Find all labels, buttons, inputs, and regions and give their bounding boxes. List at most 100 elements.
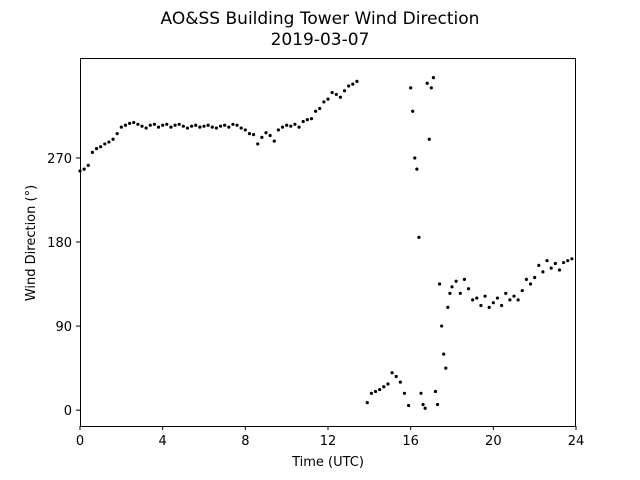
data-point	[152, 122, 156, 126]
data-point	[285, 123, 289, 127]
data-point	[140, 124, 144, 128]
data-point	[256, 142, 260, 146]
data-point	[454, 279, 458, 283]
data-point	[206, 123, 210, 127]
data-point	[409, 86, 413, 90]
data-point	[107, 140, 111, 144]
data-point	[471, 298, 475, 302]
data-point	[351, 82, 355, 86]
data-point	[173, 123, 177, 127]
data-point	[394, 374, 398, 379]
data-point	[444, 366, 448, 370]
data-point	[537, 263, 541, 267]
data-point	[545, 259, 549, 263]
data-point	[570, 257, 574, 261]
data-point	[119, 125, 123, 129]
data-point	[508, 298, 512, 302]
chart-title: AO&SS Building Tower Wind Direction	[161, 9, 480, 29]
data-point	[82, 167, 86, 171]
data-point	[128, 121, 132, 125]
data-point	[429, 86, 433, 90]
data-point	[210, 125, 214, 129]
x-axis-label: Time (UTC)	[291, 455, 364, 470]
data-point	[202, 124, 206, 128]
data-point	[491, 301, 495, 305]
data-point	[194, 123, 198, 127]
data-point	[86, 163, 90, 168]
y-tick-label: 270	[47, 152, 72, 167]
data-points	[78, 76, 574, 410]
data-point	[322, 100, 326, 104]
data-point	[411, 109, 415, 113]
data-point	[446, 305, 450, 309]
data-point	[458, 291, 462, 295]
data-point	[218, 124, 223, 128]
data-point	[365, 401, 369, 405]
data-point	[177, 122, 181, 126]
data-point	[423, 406, 427, 410]
data-point	[440, 324, 444, 328]
data-point	[309, 117, 314, 121]
data-point	[557, 268, 562, 272]
data-point	[198, 125, 202, 129]
data-point	[431, 76, 435, 80]
data-point	[99, 145, 103, 149]
data-point	[264, 131, 268, 135]
data-point	[407, 403, 411, 408]
data-point	[293, 122, 297, 126]
x-tick-label: 0	[76, 434, 84, 449]
data-point	[427, 137, 431, 141]
data-point	[475, 296, 479, 300]
data-point	[156, 125, 161, 129]
data-point	[289, 124, 293, 128]
data-point	[390, 371, 394, 375]
x-tick-label: 4	[159, 434, 167, 449]
data-point	[148, 123, 152, 127]
y-axis-label: Wind Direction (°)	[24, 185, 39, 301]
data-point	[355, 79, 359, 83]
data-point	[169, 125, 173, 129]
data-point	[402, 391, 407, 395]
data-point	[448, 291, 452, 295]
x-tick-label: 16	[402, 434, 419, 449]
data-point	[417, 235, 421, 239]
data-point	[268, 133, 272, 138]
data-point	[94, 147, 99, 151]
data-point	[185, 126, 190, 130]
data-point	[239, 126, 243, 130]
data-point	[90, 150, 94, 154]
data-point	[338, 95, 342, 99]
data-point	[435, 402, 440, 407]
plot-frame	[80, 58, 576, 427]
chart-subtitle: 2019-03-07	[271, 30, 370, 50]
data-point	[479, 303, 483, 308]
x-tick-label: 12	[320, 434, 337, 449]
data-point	[136, 122, 140, 126]
data-point	[466, 287, 471, 291]
data-point	[562, 260, 566, 265]
data-point	[243, 128, 247, 132]
data-point	[301, 119, 305, 124]
data-point	[483, 294, 487, 298]
data-point	[347, 84, 351, 88]
data-point	[378, 387, 382, 392]
data-point	[103, 142, 107, 146]
data-point	[386, 382, 390, 386]
data-point	[425, 81, 429, 85]
data-point	[111, 137, 115, 141]
data-point	[504, 291, 508, 295]
data-point	[334, 92, 338, 97]
data-point	[520, 288, 524, 293]
y-tick-label: 90	[55, 320, 72, 335]
data-point	[231, 122, 235, 126]
data-point	[161, 123, 165, 127]
data-point	[524, 277, 529, 281]
data-point	[500, 303, 504, 308]
data-point	[415, 167, 419, 171]
data-point	[144, 126, 148, 130]
data-point	[373, 389, 378, 394]
data-point	[438, 282, 442, 286]
data-point	[528, 282, 533, 286]
data-point	[305, 118, 309, 122]
